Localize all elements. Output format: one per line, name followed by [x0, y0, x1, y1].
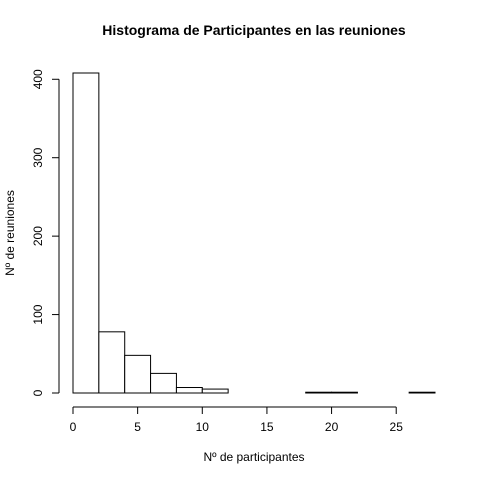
y-tick-label: 100: [31, 304, 45, 324]
y-axis: 0 100 200 300 400: [31, 69, 60, 396]
x-tick-label: 0: [70, 420, 77, 434]
histogram-bar-2: [124, 354, 152, 394]
y-tick-label: 0: [31, 389, 45, 396]
histogram-bar-5: [201, 388, 229, 394]
x-tick-label: 5: [134, 420, 141, 434]
histogram-bar-10: [331, 391, 358, 394]
histogram-bar-1: [98, 331, 126, 394]
y-tick-label: 400: [31, 69, 45, 89]
y-tick-label: 300: [31, 147, 45, 167]
histogram-bar-0: [72, 72, 100, 394]
x-tick-label: 20: [325, 420, 339, 434]
x-axis-label: Nº de participantes: [203, 450, 304, 464]
x-tick-label: 15: [260, 420, 274, 434]
histogram-bar-9: [305, 391, 333, 394]
x-tick-label: 10: [196, 420, 210, 434]
histogram-bar-4: [175, 387, 203, 394]
histogram-bars: [72, 72, 436, 394]
histogram-bar-13: [408, 391, 436, 394]
chart-title: Histograma de Participantes en las reuni…: [102, 22, 406, 38]
y-tick-label: 200: [31, 226, 45, 246]
x-axis: 0 5 10 15 20 25: [70, 406, 404, 434]
histogram-bar-3: [150, 372, 177, 394]
y-axis-label: Nº de reuniones: [3, 190, 17, 276]
x-tick-label: 25: [390, 420, 404, 434]
